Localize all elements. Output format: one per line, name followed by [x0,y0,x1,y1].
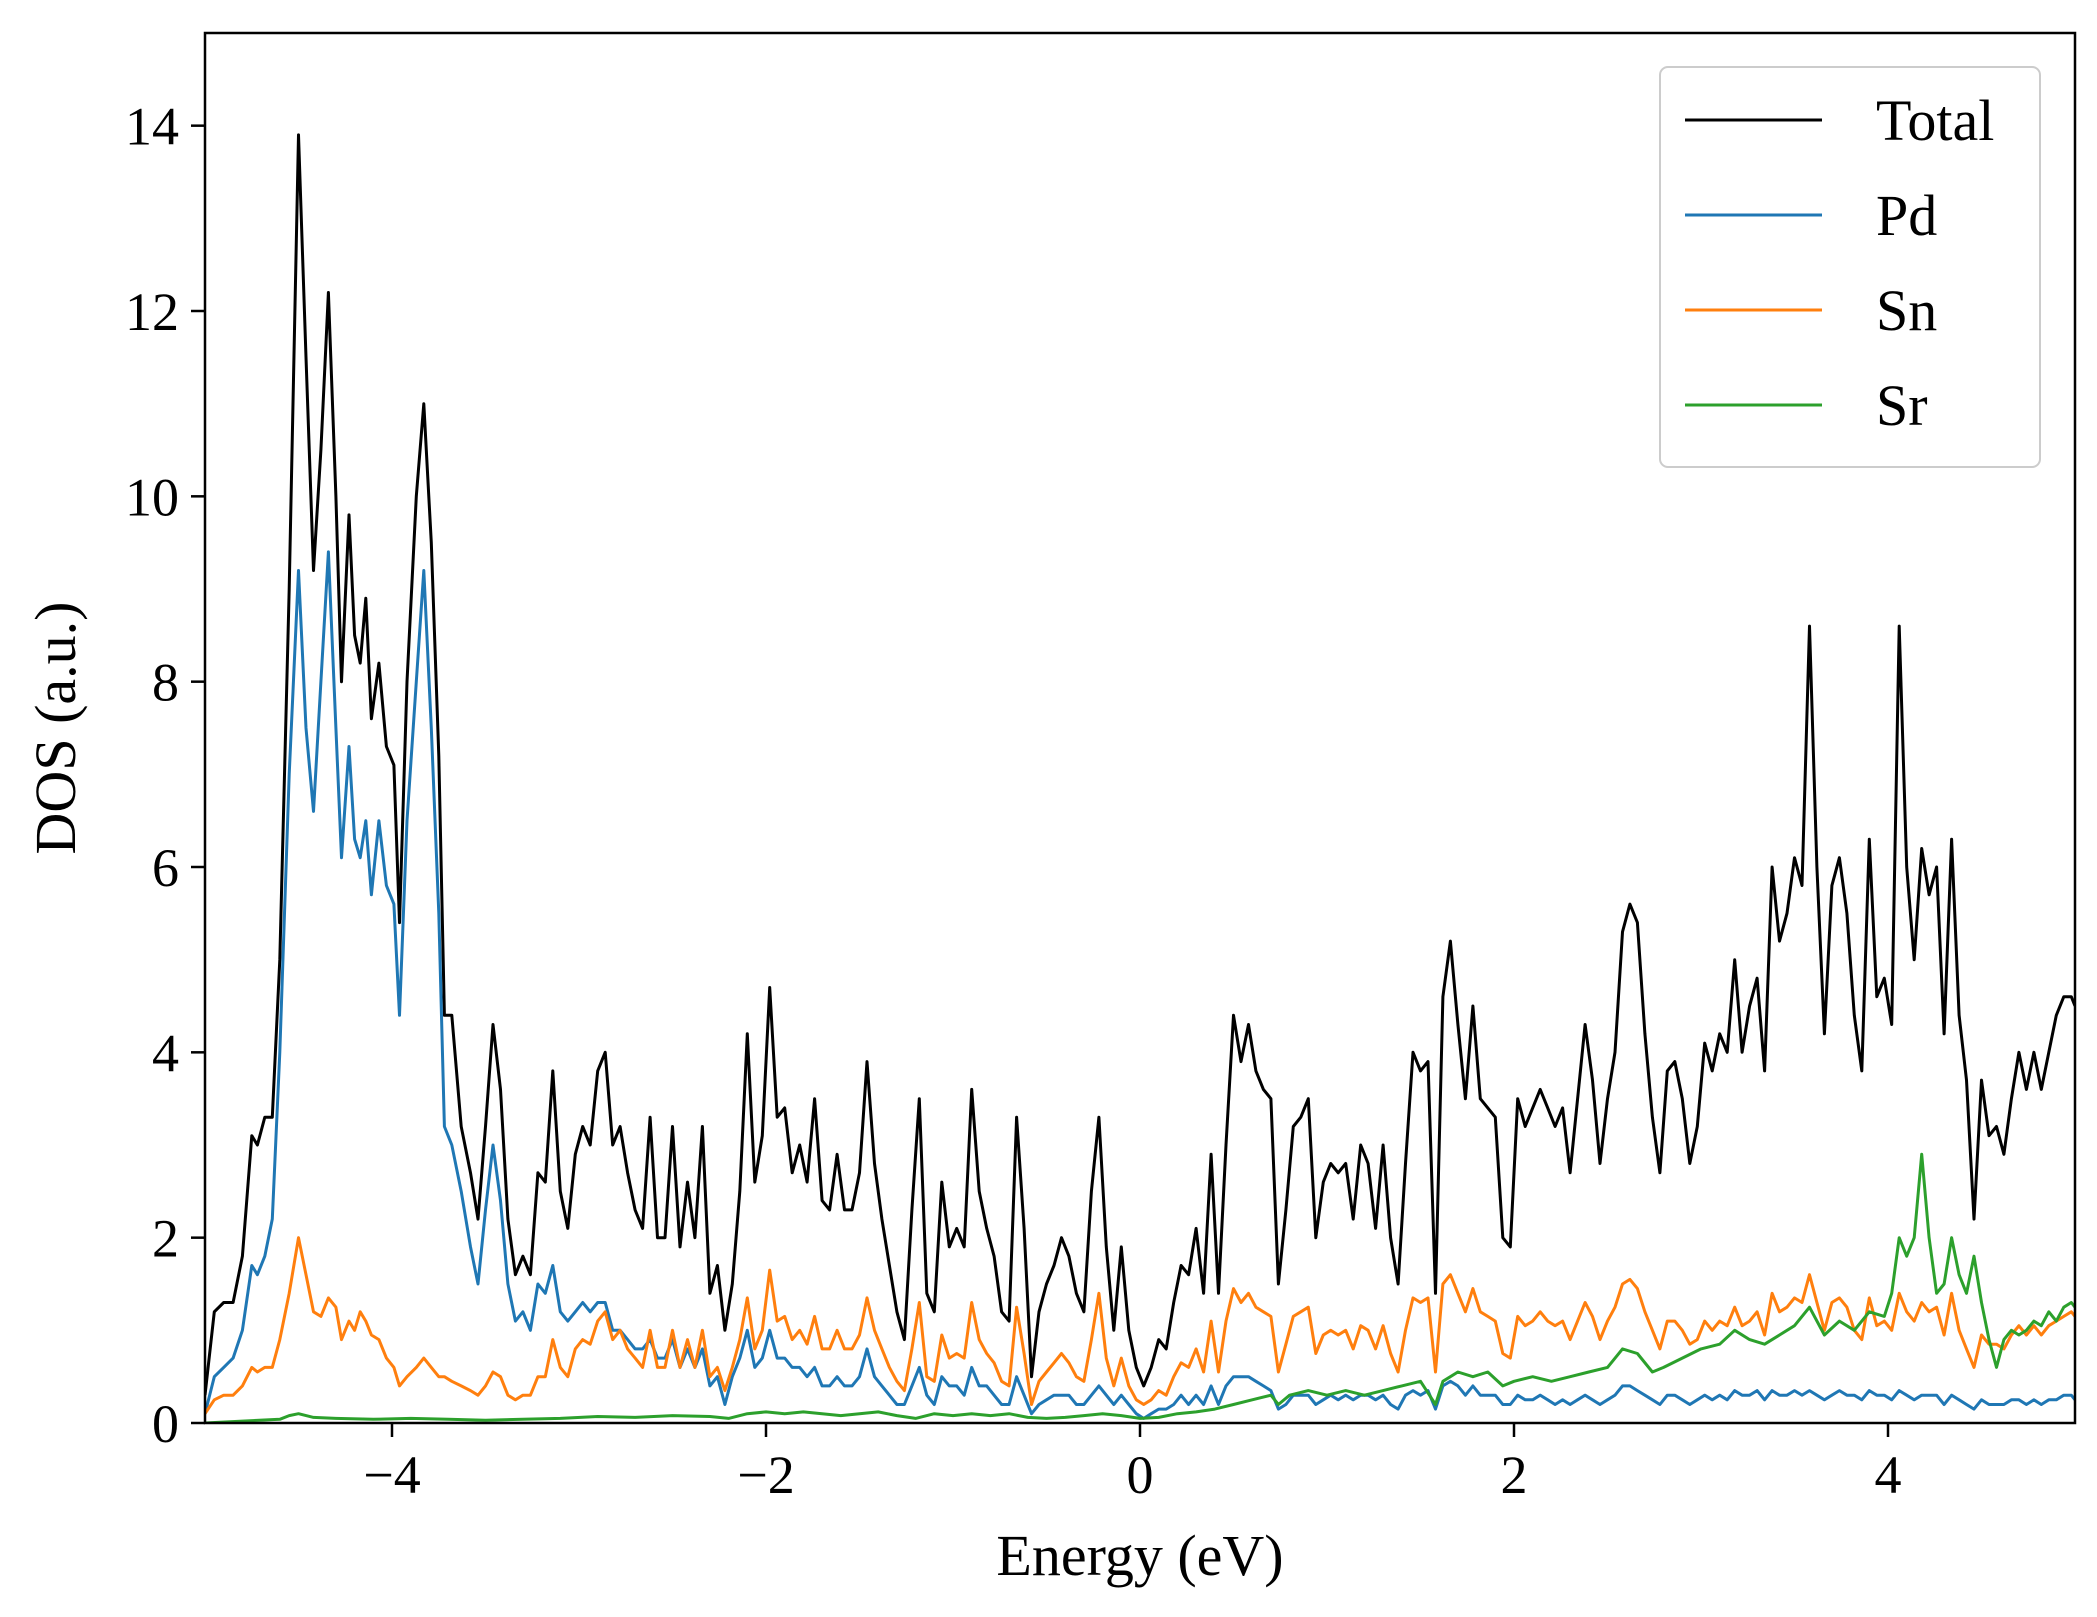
x-tick-label: −4 [363,1445,420,1505]
y-axis-title: DOS (a.u.) [23,602,88,855]
series-layer [205,133,2075,1423]
legend-label: Pd [1876,183,1937,248]
y-tick-label: 12 [125,282,179,342]
y-tick-label: 14 [125,97,179,157]
legend-label: Sn [1876,278,1937,343]
y-tick-label: 10 [125,467,179,527]
legend: Total Pd Sn Sr [1659,66,2041,468]
series-line-sr [205,1152,2075,1423]
legend-label: Sr [1876,373,1928,438]
legend-label: Total [1876,88,1994,153]
x-tick-label: 2 [1501,1445,1528,1505]
x-axis: −4 −2 0 2 4 [363,1423,1902,1505]
legend-box [1659,66,2041,468]
x-tick-label: 0 [1127,1445,1154,1505]
x-tick-label: −2 [737,1445,794,1505]
y-axis: 0 2 4 6 8 10 12 14 [125,97,205,1454]
x-tick-label: 4 [1875,1445,1902,1505]
series-line-total [205,133,2075,1396]
y-tick-label: 6 [152,838,179,898]
y-tick-label: 4 [152,1023,179,1083]
series-line-sn [205,1236,2075,1415]
y-tick-label: 2 [152,1209,179,1269]
x-axis-title: Energy (eV) [996,1523,1283,1588]
y-tick-label: 8 [152,653,179,713]
y-tick-label: 0 [152,1394,179,1454]
